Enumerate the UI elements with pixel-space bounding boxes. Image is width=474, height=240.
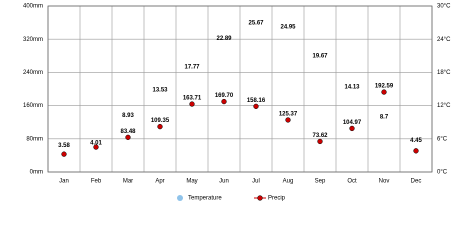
x-tick-label: Apr bbox=[155, 179, 164, 185]
precip-label: 83.48 bbox=[120, 129, 136, 135]
x-tick-label: Oct bbox=[347, 179, 357, 185]
x-tick-label: Mar bbox=[123, 179, 133, 185]
plot-frame bbox=[47, 5, 433, 173]
temperature-label: 24.95 bbox=[280, 25, 296, 31]
precip-label: 158.16 bbox=[247, 98, 266, 104]
x-tick-label: May bbox=[186, 179, 197, 185]
temperature-label: 14.13 bbox=[344, 84, 360, 90]
precip-label: 104.97 bbox=[343, 120, 362, 126]
x-tick-label: Jan bbox=[59, 179, 69, 185]
x-tick-label: Dec bbox=[411, 179, 422, 185]
legend-marker bbox=[257, 195, 263, 201]
x-tick-label: Jun bbox=[219, 179, 229, 185]
y-tick-label: 0mm bbox=[30, 170, 43, 176]
precip-marker bbox=[349, 125, 355, 132]
x-tick-label: Jul bbox=[252, 179, 260, 185]
precip-marker bbox=[221, 98, 227, 105]
y2-tick-label: 12°C bbox=[437, 103, 451, 109]
x-tick-label: Sep bbox=[315, 179, 326, 185]
y2-tick-label: 18°C bbox=[437, 70, 451, 76]
legend-label: Precip bbox=[268, 196, 286, 202]
temperature-label: 25.67 bbox=[248, 21, 264, 27]
temperature-label: 22.89 bbox=[216, 36, 232, 42]
precip-marker bbox=[413, 148, 419, 154]
y-tick-label: 80mm bbox=[26, 136, 43, 142]
y2-tick-label: 24°C bbox=[437, 37, 451, 43]
temperature-label: 4.01 bbox=[90, 140, 102, 146]
precip-marker bbox=[157, 123, 163, 130]
precip-marker bbox=[189, 101, 195, 107]
precip-marker bbox=[317, 138, 323, 145]
y-tick-label: 400mm bbox=[23, 4, 43, 10]
temperature-label: 17.77 bbox=[184, 64, 200, 70]
legend-label: Temperature bbox=[188, 196, 222, 202]
precip-marker bbox=[253, 103, 259, 110]
legend-marker bbox=[177, 195, 183, 201]
y2-tick-label: 0°C bbox=[437, 170, 448, 176]
x-tick-label: Feb bbox=[91, 179, 102, 185]
x-tick-label: Nov bbox=[379, 179, 390, 185]
precip-label: 125.37 bbox=[279, 112, 298, 118]
y-tick-label: 160mm bbox=[23, 103, 43, 109]
precip-marker bbox=[285, 117, 291, 123]
precip-marker bbox=[125, 134, 131, 141]
temperature-label: 8.7 bbox=[380, 114, 389, 120]
precip-label: 192.59 bbox=[375, 84, 394, 90]
precip-label: 109.35 bbox=[151, 118, 170, 124]
precip-marker bbox=[381, 89, 387, 95]
y2-tick-label: 30°C bbox=[437, 4, 451, 10]
temperature-label: 13.53 bbox=[152, 88, 168, 94]
precip-label: 169.70 bbox=[215, 93, 234, 99]
temperature-label: 19.67 bbox=[312, 54, 328, 60]
y-tick-label: 320mm bbox=[23, 37, 43, 43]
x-tick-label: Aug bbox=[283, 179, 294, 185]
precip-label: 73.62 bbox=[312, 133, 328, 139]
precip-marker bbox=[93, 144, 99, 150]
temperature-label: 3.58 bbox=[58, 143, 70, 149]
temperature-label: 4.45 bbox=[410, 138, 422, 144]
y-tick-label: 240mm bbox=[23, 70, 43, 76]
chart: 0mm 80mm 160mm 240mm 320mm 400mm 0°C 6°C 12°C 18°… bbox=[23, 4, 451, 202]
precip-marker bbox=[61, 151, 67, 157]
temperature-label: 8.93 bbox=[122, 113, 134, 119]
y2-tick-label: 6°C bbox=[437, 136, 448, 142]
precip-label: 163.71 bbox=[183, 96, 202, 102]
